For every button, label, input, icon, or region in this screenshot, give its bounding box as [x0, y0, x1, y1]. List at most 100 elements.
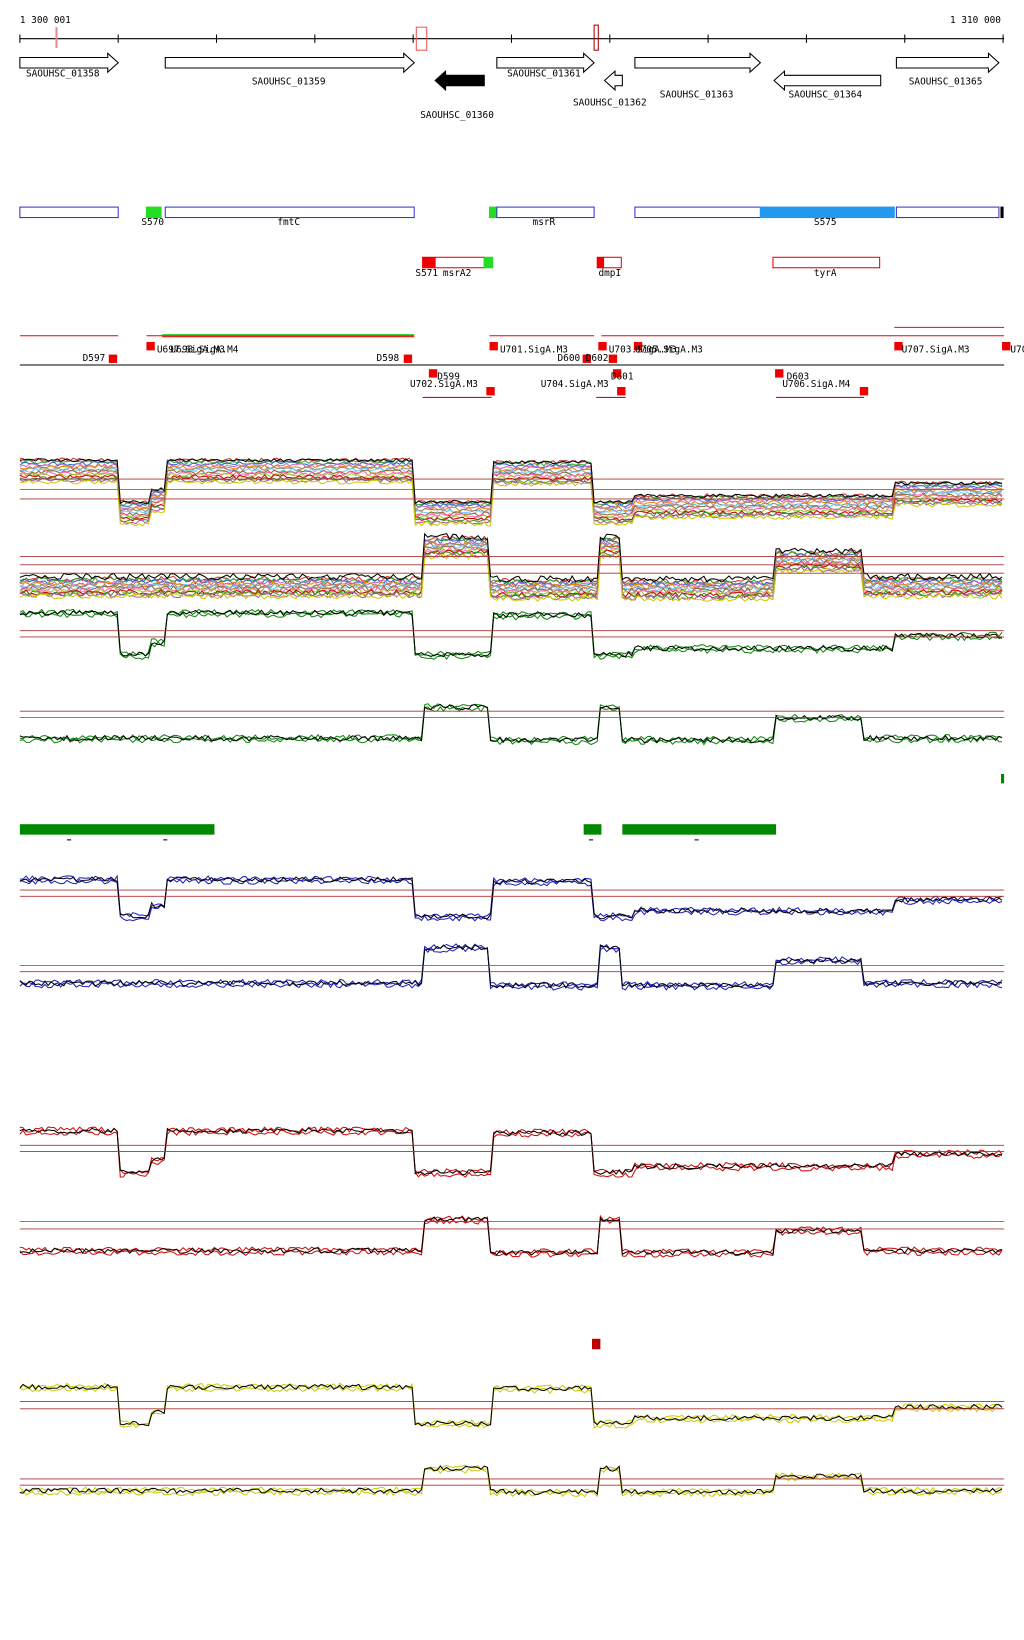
ruler-end: 1 310 000 [950, 15, 1001, 26]
promoter-flag [608, 354, 618, 363]
signal-line [19, 609, 1003, 658]
feature-box [772, 256, 881, 269]
signal-line [19, 1382, 1003, 1426]
feature-label: S571 [415, 268, 438, 279]
promoter-flag [612, 369, 622, 378]
marker [592, 1338, 601, 1350]
feature-box [596, 256, 605, 269]
feature-box [422, 256, 436, 269]
promoter-label: U697.SigA.M3 [157, 344, 225, 355]
signal-line [19, 1214, 1003, 1255]
feature-box [164, 206, 415, 219]
feature-label: tyrA [814, 268, 837, 279]
gene-label: SAOUHSC_01360 [420, 110, 494, 121]
promoter-label: U707.SigA.M3 [902, 344, 970, 355]
gene-label: SAOUHSC_01359 [252, 77, 326, 88]
signal-line [19, 457, 1003, 505]
gene-arrow [634, 52, 762, 74]
signal-line [19, 1385, 1003, 1430]
feature-label: dmpI [598, 268, 621, 279]
signal-line [19, 536, 1003, 586]
feature-box [634, 206, 761, 219]
signal-line [19, 479, 1003, 527]
gene-label: SAOUHSC_01364 [788, 89, 862, 100]
promoter-flag [403, 354, 413, 363]
signal-line [19, 944, 1003, 989]
feature-box [488, 206, 498, 219]
signal-line [19, 608, 1003, 657]
signal-line [19, 552, 1003, 602]
ruler-mark [415, 26, 428, 51]
signal-line [19, 462, 1003, 510]
signal-line [19, 1218, 1003, 1258]
ruler-start: 1 300 001 [20, 15, 71, 26]
signal-line [19, 467, 1003, 515]
signal-line [19, 543, 1003, 593]
promoter-label: D603 [787, 372, 810, 383]
promoter-label: D600 [557, 353, 580, 364]
feature-box [145, 206, 162, 219]
signal-line [19, 703, 1003, 743]
gene-label: SAOUHSC_01361 [507, 68, 581, 79]
gene-arrow [603, 69, 623, 92]
feature-box [434, 256, 485, 269]
feature-label: msrA2 [443, 268, 471, 279]
coverage-bar [19, 824, 215, 835]
promoter-flag [775, 369, 784, 378]
promoter-label: U702.SigA.M3 [410, 379, 478, 390]
gene-arrow [496, 52, 595, 74]
feature-box [483, 256, 494, 269]
feature-label: S575 [814, 217, 837, 228]
promoter-label: U703.SigA.M3 [609, 344, 677, 355]
gene-label: SAOUHSC_01365 [909, 77, 983, 88]
feature-box [1000, 206, 1004, 219]
signal-line [19, 472, 1003, 520]
promoter-label: D599 [437, 372, 460, 383]
signal-line [19, 703, 1003, 744]
promoter-label: U70 [1010, 344, 1024, 355]
promoter-flag [486, 386, 495, 396]
ruler-mark [55, 27, 58, 49]
promoter-label: U704.SigA.M3 [541, 379, 609, 390]
signal-line [19, 546, 1003, 596]
signal-line [19, 878, 1003, 922]
feature-label: fmtC [277, 217, 300, 228]
coverage-bar [1000, 773, 1005, 784]
promoter-flag [146, 342, 155, 351]
signal-line [19, 1129, 1003, 1178]
feature-label: msrR [533, 217, 556, 228]
signal-line [19, 551, 1003, 601]
promoter-flag [859, 386, 869, 396]
signal-line [19, 532, 1003, 583]
signal-line [19, 464, 1003, 512]
gene-arrow [434, 69, 485, 92]
promoter-flag [1002, 342, 1011, 351]
promoter-flag [428, 369, 438, 378]
feature-label: S570 [141, 217, 164, 228]
gene-arrow [773, 69, 882, 92]
feature-box [496, 206, 595, 219]
feature-box [759, 206, 895, 219]
gene-label: SAOUHSC_01362 [573, 98, 647, 109]
gene-arrow [895, 52, 1000, 74]
promoter-label: U701.SigA.M3 [500, 344, 568, 355]
signal-line [19, 1216, 1003, 1256]
signal-line [19, 611, 1003, 661]
promoter-label: U705.SigA.M3 [635, 344, 703, 355]
gene-label: SAOUHSC_01363 [660, 89, 734, 100]
promoter-flag [617, 386, 626, 396]
promoter-flag [633, 342, 643, 351]
promoter-flag [489, 342, 498, 351]
signal-line [19, 874, 1003, 919]
promoter-label: U706.SigA.M4 [782, 379, 850, 390]
promoter-label: D597 [83, 353, 106, 364]
coverage-bar [583, 824, 602, 835]
promoter-flag [582, 354, 591, 363]
promoter-label: U698.SigA.M4 [170, 344, 238, 355]
signal-line [19, 876, 1003, 920]
feature-box [602, 256, 622, 269]
signal-line [19, 1465, 1003, 1496]
promoter-label: D602 [586, 353, 609, 364]
